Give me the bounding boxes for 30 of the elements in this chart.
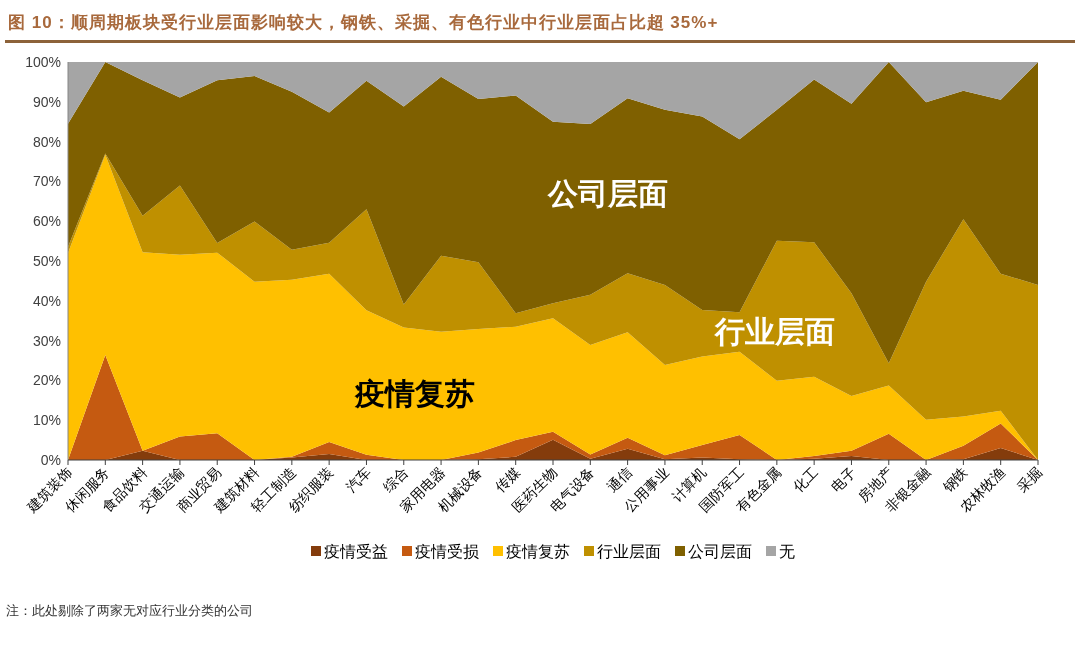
y-tick-label: 100%: [25, 54, 61, 70]
x-tick-label: 采掘: [1014, 463, 1046, 495]
chart-title: 图 10：顺周期板块受行业层面影响较大，钢铁、采掘、有色行业中行业层面占比超 35%+: [8, 13, 719, 32]
y-tick-label: 60%: [32, 213, 61, 230]
legend-label: 无: [779, 543, 795, 560]
x-tick-label: 电子: [827, 463, 859, 495]
y-tick-label: 80%: [32, 133, 61, 150]
x-tick-label: 汽车: [342, 463, 374, 495]
annotation: 疫情复苏: [354, 376, 475, 411]
y-tick-label: 90%: [32, 93, 61, 110]
x-tick-label: 综合: [379, 463, 411, 495]
x-tick-label: 钢铁: [938, 463, 971, 496]
y-tick-label: 30%: [32, 332, 61, 349]
legend-label: 行业层面: [597, 543, 661, 560]
y-tick-label: 0%: [40, 452, 61, 468]
legend-label: 疫情受损: [415, 543, 479, 560]
legend-label: 疫情复苏: [506, 543, 570, 560]
y-tick-label: 10%: [32, 412, 61, 429]
annotation: 行业层面: [714, 314, 835, 349]
text: 注：此处剔除了两家无对应行业分类的公司: [6, 603, 253, 618]
x-tick-label: 化工: [790, 463, 822, 495]
y-tick-label: 50%: [32, 253, 61, 269]
legend-label: 公司层面: [688, 543, 752, 560]
y-tick-label: 40%: [32, 292, 61, 309]
y-tick-label: 70%: [32, 173, 61, 190]
x-tick-label: 通信: [603, 463, 635, 495]
y-tick-label: 20%: [32, 372, 61, 389]
legend-label: 疫情受益: [324, 543, 388, 560]
annotation: 公司层面: [547, 176, 668, 211]
x-tick-label: 传媒: [491, 463, 523, 495]
